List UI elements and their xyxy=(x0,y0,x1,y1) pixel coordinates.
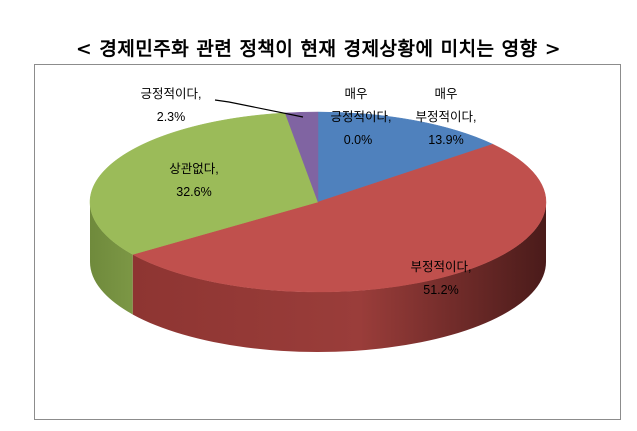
slice-label-very-positive-line1: 매우 xyxy=(344,87,367,101)
pie-side-neutral xyxy=(90,202,133,315)
slice-label-neutral-line1: 상관없다, xyxy=(169,162,218,176)
pie-side-negative xyxy=(132,202,546,352)
slice-label-very-negative-line1: 매우 xyxy=(434,87,457,101)
slice-label-positive-line1: 긍정적이다, xyxy=(141,87,202,101)
leader-line-positive xyxy=(214,99,304,118)
slice-label-very-negative-value: 13.9% xyxy=(428,133,463,147)
slice-label-very-positive-line2: 긍정적이다, xyxy=(331,110,392,124)
slice-label-positive-value: 2.3% xyxy=(157,110,186,124)
slice-label-neutral-value: 32.6% xyxy=(176,185,211,199)
pie-slice-negative xyxy=(132,143,547,293)
chart-title: < 경제민주화 관련 정책이 현재 경제상황에 미치는 영향 > xyxy=(75,38,562,60)
slice-label-negative-line1: 부정적이다, xyxy=(411,260,472,274)
slice-label-negative-value: 51.2% xyxy=(423,283,458,297)
pie-slice-neutral xyxy=(89,112,319,255)
slice-label-very-negative-line2: 부정적이다, xyxy=(416,110,477,124)
pie-slice-very-negative xyxy=(317,111,494,203)
slice-label-very-positive-value: 0.0% xyxy=(344,133,373,147)
